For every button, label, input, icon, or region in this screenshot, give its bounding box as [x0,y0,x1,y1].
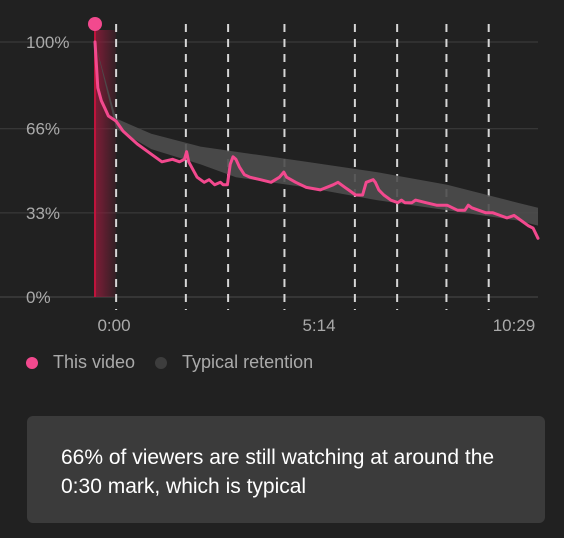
legend-item-typical-retention[interactable]: Typical retention [155,352,313,373]
x-tick-label: 10:29 [493,316,536,335]
y-tick-label: 0% [26,288,51,307]
legend-label-this-video: This video [53,352,136,372]
insight-card: 66% of viewers are still watching at aro… [27,416,545,523]
typical-retention-band [95,42,538,226]
pink-dot-icon [26,356,38,369]
legend-label-typical-retention: Typical retention [182,352,314,372]
y-tick-label: 66% [26,120,60,139]
legend-item-this-video[interactable]: This video [26,352,135,373]
x-tick-label: 5:14 [302,316,335,335]
y-tick-label: 100% [26,33,69,52]
this-video-line [93,40,540,240]
this-video-start-point [88,17,102,31]
y-tick-label: 33% [26,204,60,223]
gray-dot-icon [155,356,168,369]
x-tick-label: 0:00 [97,316,130,335]
insight-text: 66% of viewers are still watching at aro… [61,446,495,498]
audience-retention-chart: 100% 66% 33% 0% 0:00 5:14 10:29 [0,17,540,335]
chart-legend: This video Typical retention [26,352,333,373]
